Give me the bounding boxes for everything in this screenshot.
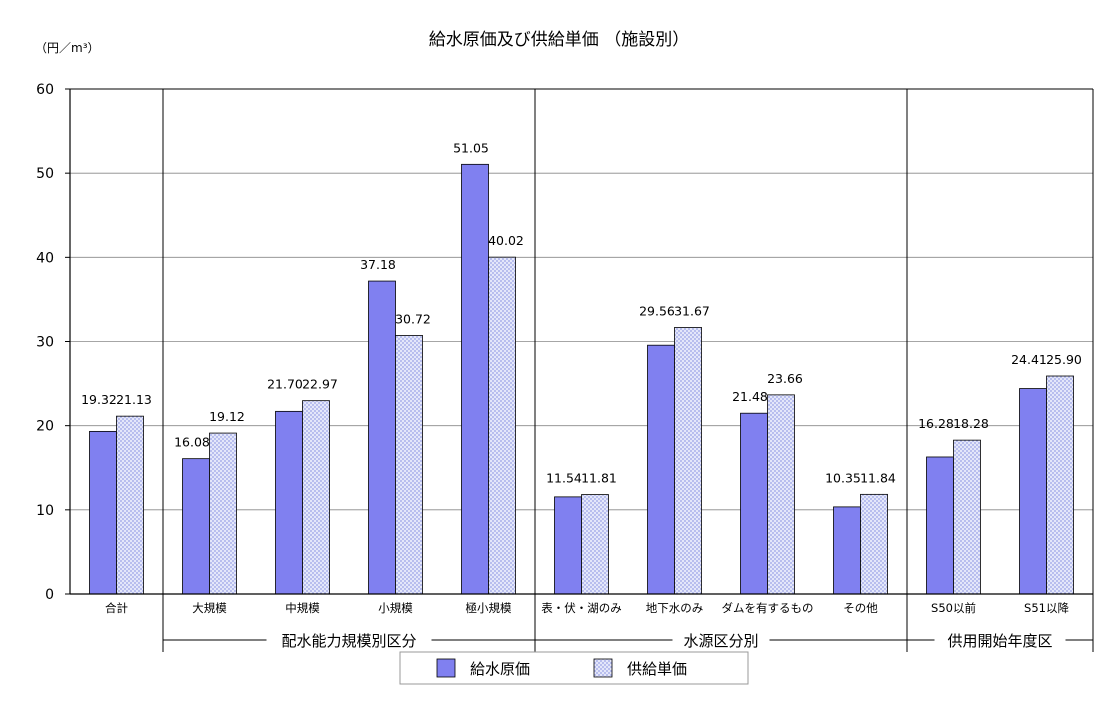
- data-label-supply-price: 11.81: [581, 471, 617, 486]
- bar-supply-cost: [1019, 388, 1047, 595]
- group-label: 供用開始年度区: [947, 632, 1052, 650]
- legend-label-supply-cost: 給水原価: [470, 660, 530, 678]
- legend-swatch-supply-cost: [436, 658, 456, 678]
- legend-swatch-supply-price: [593, 658, 613, 678]
- y-tick-label: 10: [36, 503, 54, 519]
- data-label-supply-price: 23.66: [767, 371, 803, 386]
- data-label-supply-cost: 21.70: [267, 377, 303, 392]
- data-label-supply-cost: 16.28: [918, 416, 954, 431]
- data-label-supply-price: 21.13: [116, 392, 152, 407]
- x-tick-label: 中規模: [285, 601, 320, 615]
- y-tick-label: 20: [36, 419, 54, 435]
- bar-supply-cost: [368, 280, 396, 595]
- bar-supply-cost: [461, 163, 489, 595]
- bar-supply-cost: [647, 344, 675, 595]
- data-label-supply-cost: 21.48: [732, 389, 768, 404]
- bar-supply-cost: [182, 458, 210, 595]
- data-label-supply-cost: 19.32: [81, 392, 117, 407]
- data-label-supply-price: 11.84: [860, 470, 896, 485]
- x-tick-label: その他: [843, 601, 878, 615]
- y-axis-unit: （円／m³）: [35, 41, 100, 55]
- group-label: 配水能力規模別区分: [281, 632, 416, 650]
- bar-supply-price: [395, 335, 423, 595]
- legend-frame: [399, 651, 749, 685]
- legend: 給水原価 供給単価: [399, 651, 749, 685]
- bar-supply-price: [488, 256, 516, 595]
- y-tick-label: 60: [36, 82, 54, 98]
- data-label-supply-price: 19.12: [209, 409, 245, 424]
- data-label-supply-price: 31.67: [674, 303, 710, 318]
- bar-supply-price: [209, 432, 237, 595]
- x-tick-label: S50以前: [931, 601, 976, 615]
- bar-supply-cost: [89, 430, 117, 595]
- bar-supply-cost: [554, 496, 582, 595]
- chart-title: 給水原価及び供給単価 （施設別）: [429, 30, 689, 50]
- data-label-supply-price: 40.02: [488, 233, 524, 248]
- group-label: 水源区分別: [683, 632, 758, 650]
- bar-supply-price: [116, 415, 144, 595]
- x-tick-label: 小規模: [378, 601, 413, 615]
- data-label-supply-cost: 51.05: [453, 140, 489, 155]
- data-label-supply-cost: 37.18: [360, 257, 396, 272]
- x-tick-label: 表・伏・湖のみ: [541, 601, 622, 615]
- bar-supply-price: [1046, 375, 1074, 595]
- data-label-supply-cost: 24.41: [1011, 352, 1047, 367]
- bar-supply-price: [953, 439, 981, 595]
- x-tick-label: S51以降: [1024, 601, 1069, 615]
- y-tick-label: 50: [36, 166, 54, 182]
- bar-supply-cost: [740, 412, 768, 595]
- bar-supply-cost: [833, 506, 861, 595]
- data-label-supply-cost: 16.08: [174, 435, 210, 450]
- bar-supply-price: [302, 400, 330, 595]
- x-tick-label: 大規模: [192, 601, 227, 615]
- data-label-supply-price: 25.90: [1046, 352, 1082, 367]
- bar-supply-price: [674, 327, 702, 595]
- data-label-supply-cost: 29.56: [639, 303, 675, 318]
- bar-supply-cost: [275, 410, 303, 595]
- x-tick-label: ダムを有するもの: [722, 601, 814, 615]
- bar-supply-price: [581, 494, 609, 595]
- data-label-supply-price: 30.72: [395, 311, 431, 326]
- plot-area: 0 10 20 30 40 50 60 19.32 21.13 合計 16.08 19.12 大規模 21…: [36, 82, 1094, 652]
- data-label-supply-cost: 10.35: [825, 470, 861, 485]
- x-tick-label: 合計: [105, 601, 128, 615]
- bar-supply-price: [860, 493, 888, 595]
- y-tick-label: 0: [45, 587, 54, 603]
- legend-label-supply-price: 供給単価: [627, 660, 687, 678]
- y-tick-label: 40: [36, 250, 54, 266]
- data-label-supply-cost: 11.54: [546, 471, 582, 486]
- x-tick-label: 極小規模: [466, 601, 512, 615]
- bar-supply-price: [767, 394, 795, 595]
- y-tick-label: 30: [36, 335, 54, 351]
- x-tick-label: 地下水のみ: [646, 601, 704, 615]
- data-label-supply-price: 22.97: [302, 377, 338, 392]
- bar-supply-cost: [926, 456, 954, 595]
- data-label-supply-price: 18.28: [953, 416, 989, 431]
